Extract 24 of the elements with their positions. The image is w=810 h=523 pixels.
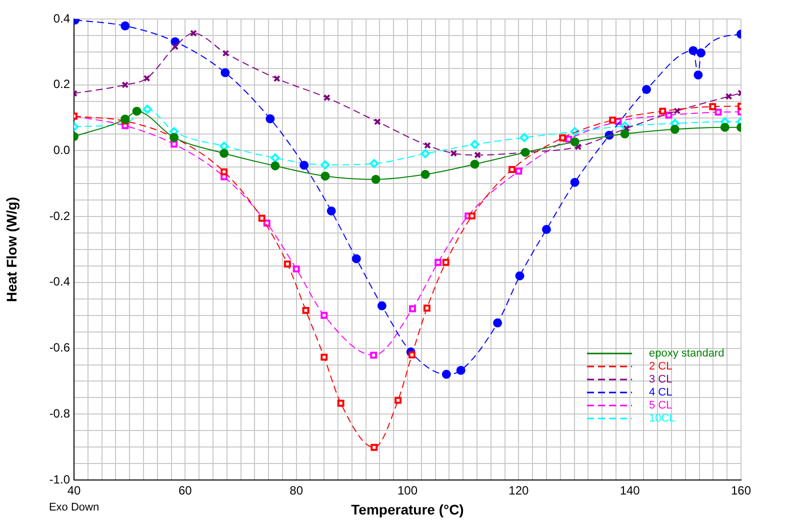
x-tick-label: 80 (290, 484, 304, 498)
legend-label: 10CL (649, 412, 676, 425)
x-tick-label: 60 (178, 484, 192, 498)
legend-label: 2 CL (649, 360, 672, 373)
x-tick-label: 40 (67, 484, 81, 498)
y-tick-label: 0.4 (53, 11, 70, 26)
y-axis-title: Heat Flow (W/g) (3, 197, 20, 302)
y-tick-label: 0.0 (53, 143, 70, 158)
text: Exo Down (48, 502, 100, 514)
x-tick-label: 100 (397, 484, 418, 498)
x-tick-label: 140 (620, 484, 640, 498)
legend-label: 5 CL (649, 400, 672, 412)
y-tick-label: -0.8 (49, 406, 70, 420)
legend-label: 4 CL (649, 386, 672, 399)
x-tick-label: 120 (508, 484, 529, 498)
y-tick-label: -0.4 (49, 274, 70, 289)
y-tick-label: -0.2 (49, 208, 70, 223)
legend-label: epoxy standard (649, 348, 724, 360)
x-tick-label: 160 (730, 484, 752, 498)
y-tick-label: -1.0 (49, 472, 70, 486)
x-axis-title: Temperature (°C) (351, 501, 464, 518)
y-tick-label: 0.2 (53, 77, 70, 92)
legend-label: 3 CL (649, 374, 672, 386)
y-tick-label: -0.6 (49, 340, 70, 355)
